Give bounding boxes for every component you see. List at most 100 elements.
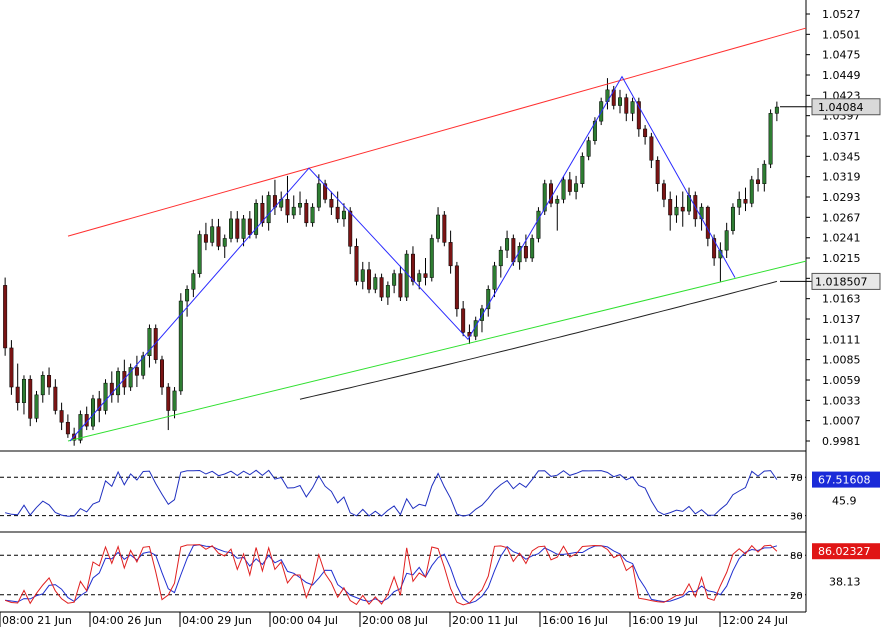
candle-bearish xyxy=(260,203,265,224)
candle-bullish xyxy=(254,203,259,235)
candle-bullish xyxy=(116,371,121,396)
candle-bearish xyxy=(166,386,171,411)
candle-bullish xyxy=(128,367,133,388)
candle-bullish xyxy=(291,206,296,216)
candle-bullish xyxy=(147,328,152,357)
price-tick-label: 1.0059 xyxy=(822,374,861,387)
candle-bearish xyxy=(680,206,685,212)
candle-bearish xyxy=(348,210,353,247)
candle-bullish xyxy=(749,179,754,204)
candle-bearish xyxy=(705,206,710,239)
price-tick-label: 1.0267 xyxy=(822,211,861,224)
rsi-level-30-label: 30 xyxy=(790,512,803,523)
price-tick-label: 1.0475 xyxy=(822,49,861,62)
candle-bullish xyxy=(141,355,146,376)
candle-bullish xyxy=(191,273,196,290)
candle-bullish xyxy=(178,300,183,392)
candle-bullish xyxy=(229,218,233,239)
price-axis-layer: 1.05271.05011.04751.04491.04231.03971.03… xyxy=(780,8,881,448)
candle-bearish xyxy=(442,214,447,243)
price-tick-label: 1.0241 xyxy=(822,232,861,245)
stoch-midline-label: 38.13 xyxy=(829,576,861,589)
rsi-value-badge xyxy=(812,471,880,488)
zigzag-line xyxy=(69,75,736,442)
stoch-d-line xyxy=(5,544,778,604)
current-price-label: 1.04084 xyxy=(818,101,864,114)
candle-bullish xyxy=(241,218,246,239)
time-tick-label: 20:00 11 Jul xyxy=(452,614,518,627)
stochastic-panel: 80 20 86.02327 38.13 xyxy=(0,543,880,606)
candle-bullish xyxy=(373,277,378,290)
price-tick-label: 1.0501 xyxy=(822,28,861,41)
candle-bullish xyxy=(34,394,39,419)
candle-bullish xyxy=(730,206,735,231)
candle-bullish xyxy=(724,230,729,251)
candle-bearish xyxy=(454,265,459,310)
candle-bearish xyxy=(203,234,208,243)
candle-bullish xyxy=(417,273,422,282)
candle-bullish xyxy=(210,226,215,243)
stoch-k-line xyxy=(4,544,778,606)
candle-bullish xyxy=(542,183,547,212)
candle-bullish xyxy=(172,390,177,411)
candle-bullish xyxy=(360,269,365,282)
resistance-trendline xyxy=(67,27,807,237)
candle-bearish xyxy=(461,308,466,333)
candle-bullish xyxy=(185,289,190,302)
candle-bullish xyxy=(762,163,767,184)
rsi-level-70-label: 70 xyxy=(790,473,803,484)
candle-bearish xyxy=(367,269,372,290)
ma-value-badge xyxy=(811,272,881,290)
stoch-value-badge xyxy=(812,543,880,560)
candle-bullish xyxy=(505,238,510,251)
candle-bullish xyxy=(392,273,397,286)
time-tick-label: 08:00 21 Jun xyxy=(2,614,72,627)
candle-bearish xyxy=(655,159,660,184)
support-trendline xyxy=(67,260,807,442)
time-tick-label: 04:00 29 Jun xyxy=(182,614,252,627)
candle-bearish xyxy=(59,410,64,423)
candle-bullish xyxy=(586,140,591,157)
time-tick-label: 00:00 04 Jul xyxy=(272,614,338,627)
price-tick-label: 1.0345 xyxy=(822,150,861,163)
candle-bearish xyxy=(410,253,415,282)
candle-bullish xyxy=(316,183,321,208)
candle-bearish xyxy=(661,183,666,200)
rsi-value-label: 67.51608 xyxy=(818,474,871,487)
candle-bullish xyxy=(266,195,271,224)
candle-bullish xyxy=(555,199,560,204)
time-axis: 08:00 21 Jun 04:00 26 Jun 04:00 29 Jun 00:0… xyxy=(0,612,788,627)
candle-bullish xyxy=(618,97,622,106)
price-tick-label: 1.0085 xyxy=(822,354,861,367)
price-tick-label: 1.0007 xyxy=(822,415,861,428)
candle-bullish xyxy=(530,238,535,259)
ma-value-label: 1.018507 xyxy=(815,275,868,288)
candle-bullish xyxy=(574,183,579,192)
candle-bearish xyxy=(643,128,648,138)
candle-bullish xyxy=(40,375,45,396)
candle-bearish xyxy=(304,203,309,224)
price-tick-label: 1.0137 xyxy=(822,313,861,326)
candle-bearish xyxy=(668,199,673,216)
current-price-badge xyxy=(811,98,881,116)
candle-bearish xyxy=(448,242,453,267)
candle-bullish xyxy=(222,238,227,247)
candle-bullish xyxy=(561,179,566,200)
price-tick-label: 1.0449 xyxy=(822,69,861,82)
candle-bearish xyxy=(712,238,717,259)
candle-bullish xyxy=(630,101,635,114)
candle-bearish xyxy=(649,136,654,161)
stoch-value-label: 86.02327 xyxy=(818,545,871,558)
candle-bearish xyxy=(567,179,572,192)
candle-bearish xyxy=(636,101,641,130)
candle-bearish xyxy=(398,273,403,298)
rsi-panel: 70 30 67.51608 45.9 xyxy=(0,469,880,523)
candle-bullish xyxy=(674,206,679,216)
candle-bearish xyxy=(756,179,761,184)
candle-bullish xyxy=(341,210,346,220)
candles-layer xyxy=(3,78,779,446)
price-tick-label: 1.0293 xyxy=(822,191,861,204)
candle-bullish xyxy=(492,265,497,290)
candle-bullish xyxy=(298,203,302,208)
